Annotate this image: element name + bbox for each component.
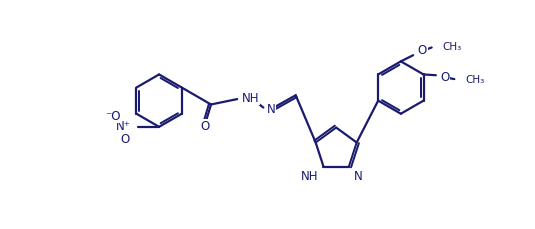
Text: NH: NH [242,92,259,105]
Text: O: O [200,120,210,133]
Text: N: N [354,170,363,183]
Text: NH: NH [301,170,318,183]
Text: O: O [418,44,427,57]
Text: O: O [120,133,130,146]
Text: N: N [266,103,275,116]
Text: O: O [440,71,450,84]
Text: ⁻O: ⁻O [105,109,120,123]
Text: CH₃: CH₃ [442,42,462,52]
Text: N⁺: N⁺ [116,120,131,133]
Text: CH₃: CH₃ [465,75,484,85]
